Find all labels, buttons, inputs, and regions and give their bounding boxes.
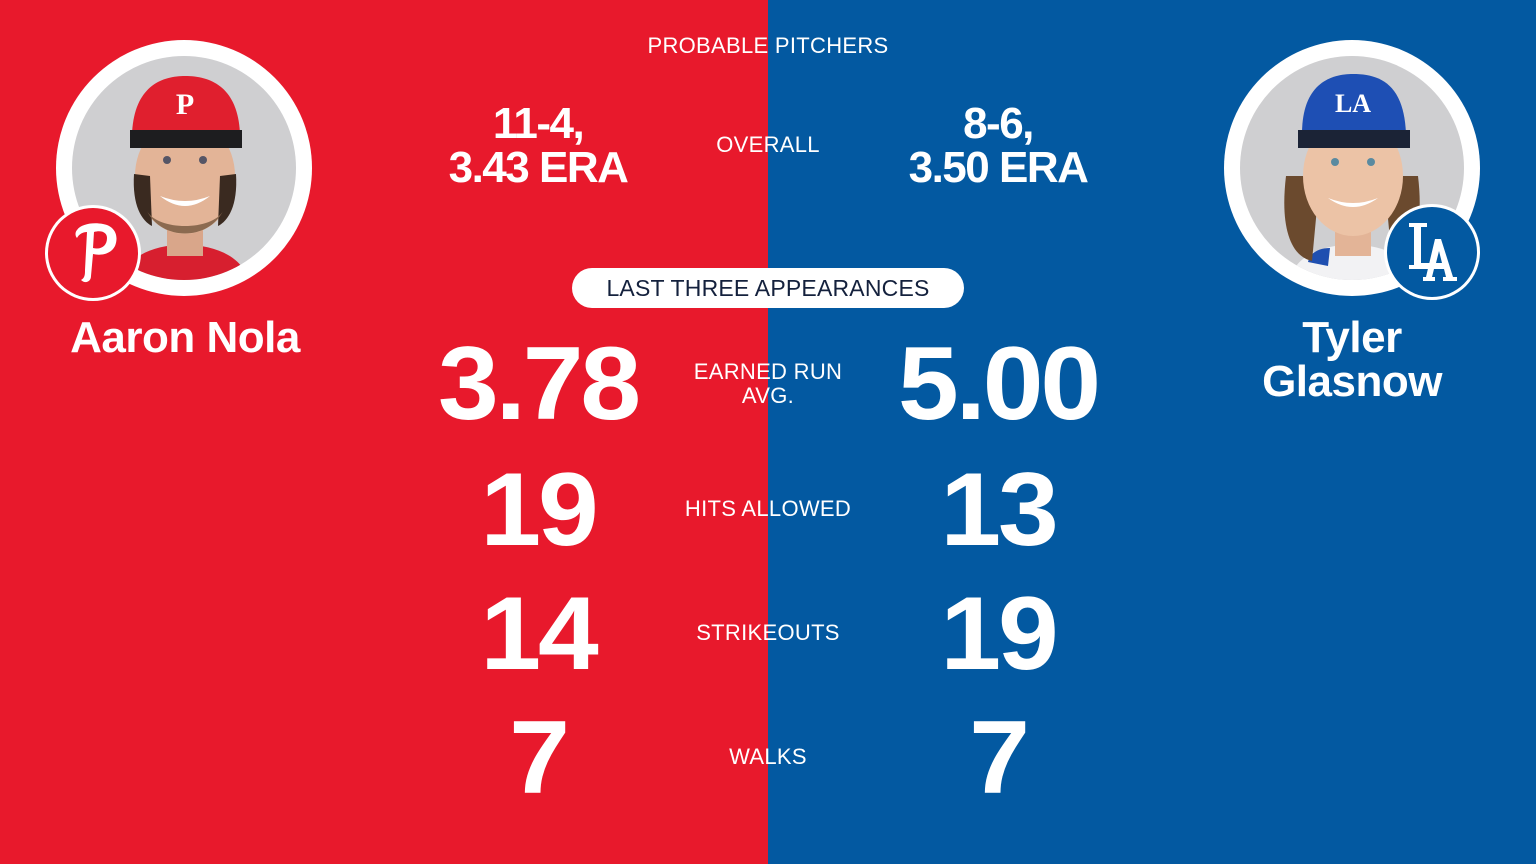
left-era-value: 3.78: [438, 326, 641, 442]
svg-text:LA: LA: [1335, 89, 1371, 118]
right-pitcher-last-name: Glasnow: [1262, 357, 1442, 406]
walks-label: WALKS: [729, 744, 807, 769]
left-overall-record: 11-4, 3.43 ERA: [388, 102, 688, 190]
dodgers-la-logo-icon: [1409, 223, 1457, 281]
hits-allowed-label: HITS ALLOWED: [684, 496, 852, 521]
phillies-p-logo-icon: [75, 223, 117, 283]
right-pitcher-name: Tyler Glasnow: [1200, 316, 1504, 404]
left-pitcher-name: Aaron Nola: [70, 313, 300, 362]
left-overall-era: 3.43 ERA: [448, 143, 629, 192]
left-hits-value: 19: [480, 452, 598, 568]
right-overall-wl: 8-6,: [963, 99, 1034, 148]
strikeouts-label: STRIKEOUTS: [696, 620, 840, 645]
right-pitcher-first-name: Tyler: [1302, 313, 1402, 362]
left-strikeouts-value: 14: [480, 576, 598, 692]
pill-label: LAST THREE APPEARANCES: [606, 274, 930, 301]
left-walks-value: 7: [509, 700, 570, 816]
right-era-value: 5.00: [898, 326, 1101, 442]
dodgers-logo-badge: [1384, 204, 1480, 300]
right-overall-era: 3.50 ERA: [908, 143, 1089, 192]
right-walks-value: 7: [969, 700, 1030, 816]
era-label: EARNED RUN AVG.: [568, 360, 968, 408]
phillies-logo-badge: [45, 205, 141, 301]
header-title: PROBABLE PITCHERS: [647, 33, 889, 58]
right-overall-record: 8-6, 3.50 ERA: [848, 102, 1148, 190]
left-overall-wl: 11-4,: [492, 99, 585, 148]
right-strikeouts-value: 19: [940, 576, 1058, 692]
player-headshot-icon: P: [122, 76, 248, 280]
era-label-line1: EARNED RUN: [693, 359, 843, 384]
era-label-line2: AVG.: [741, 383, 795, 408]
last-three-appearances-pill: LAST THREE APPEARANCES: [572, 268, 964, 308]
right-hits-value: 13: [940, 452, 1058, 568]
overall-label: OVERALL: [716, 132, 820, 157]
svg-text:P: P: [176, 88, 194, 121]
